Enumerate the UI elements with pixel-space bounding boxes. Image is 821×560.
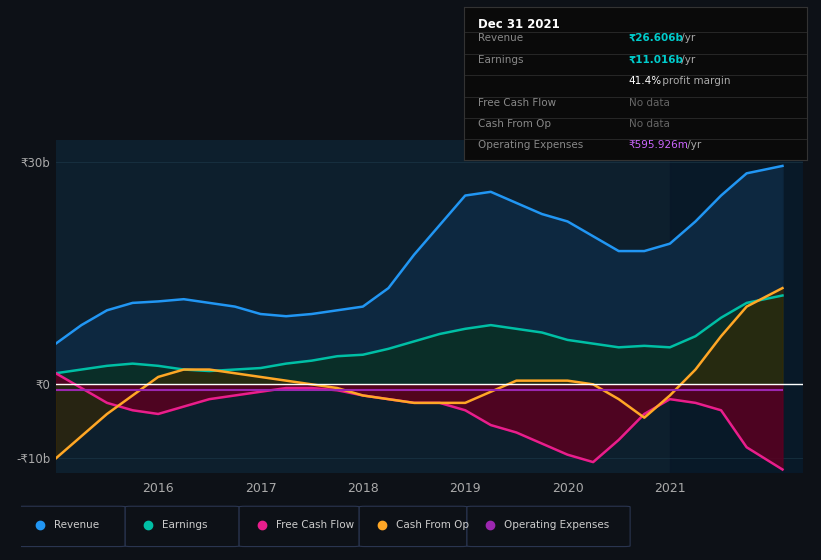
Text: Cash From Op: Cash From Op [478, 119, 551, 129]
Text: Revenue: Revenue [478, 33, 523, 43]
FancyBboxPatch shape [467, 506, 631, 547]
FancyBboxPatch shape [360, 506, 467, 547]
Text: Free Cash Flow: Free Cash Flow [276, 520, 354, 530]
Text: ₹11.016b: ₹11.016b [629, 55, 684, 66]
Text: profit margin: profit margin [659, 76, 731, 86]
Text: Free Cash Flow: Free Cash Flow [478, 98, 556, 108]
Bar [670, 140, 803, 473]
Text: Operating Expenses: Operating Expenses [478, 140, 583, 150]
FancyBboxPatch shape [125, 506, 239, 547]
Text: ₹26.606b: ₹26.606b [629, 33, 684, 43]
Text: ₹595.926m: ₹595.926m [629, 140, 689, 150]
Text: Earnings: Earnings [478, 55, 523, 66]
Text: 41.4%: 41.4% [629, 76, 662, 86]
Text: Operating Expenses: Operating Expenses [504, 520, 609, 530]
Text: /yr: /yr [678, 33, 695, 43]
Text: No data: No data [629, 98, 669, 108]
Text: Earnings: Earnings [163, 520, 208, 530]
FancyBboxPatch shape [239, 506, 360, 547]
Text: Revenue: Revenue [54, 520, 99, 530]
Text: Cash From Op: Cash From Op [397, 520, 469, 530]
FancyBboxPatch shape [17, 506, 125, 547]
Text: Dec 31 2021: Dec 31 2021 [478, 18, 559, 31]
Text: No data: No data [629, 119, 669, 129]
Text: /yr: /yr [678, 55, 695, 66]
Text: /yr: /yr [684, 140, 701, 150]
